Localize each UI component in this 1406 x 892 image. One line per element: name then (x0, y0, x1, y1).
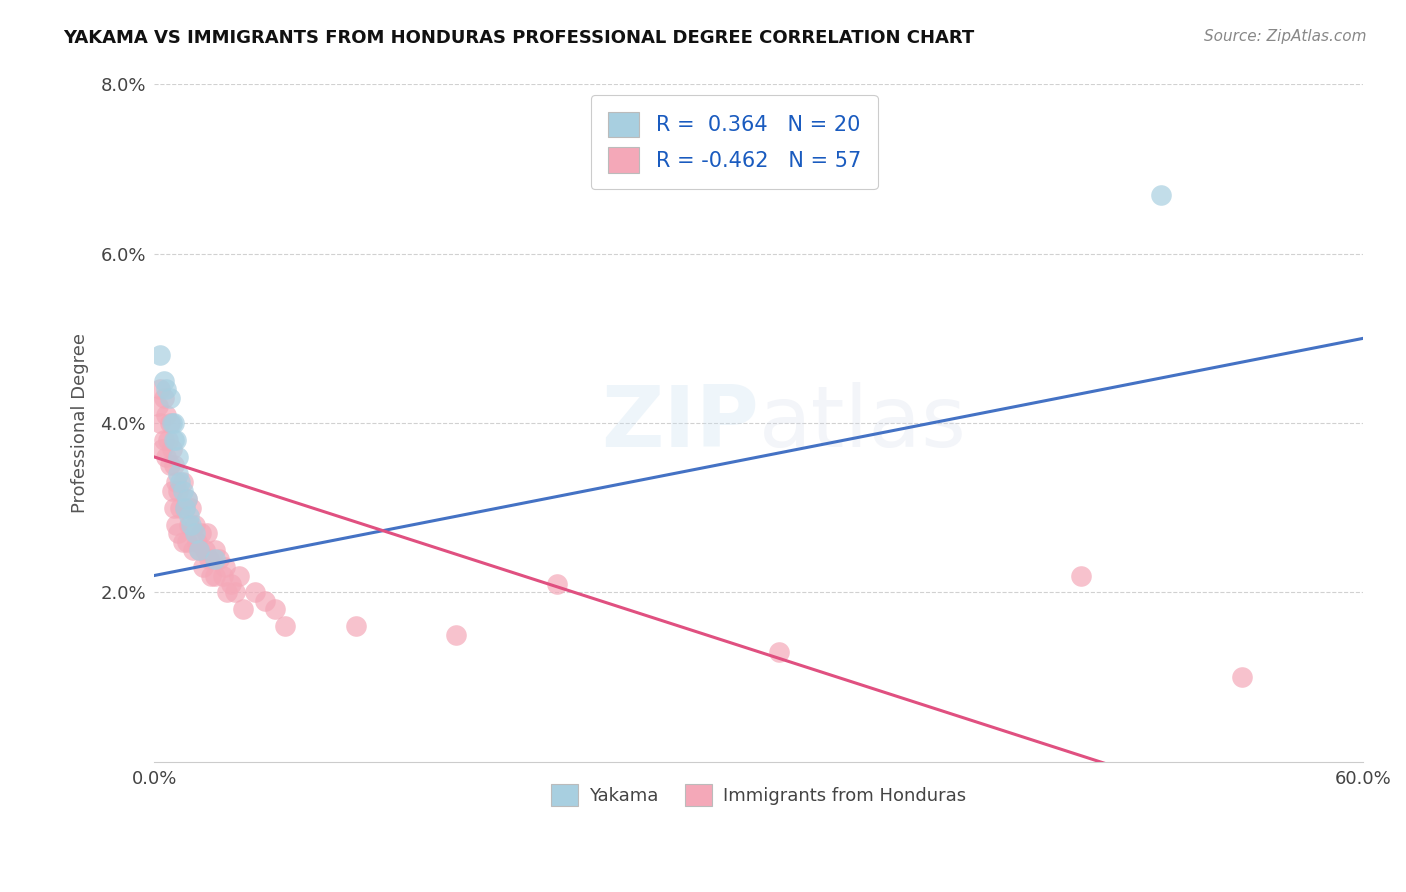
Point (344, 619, 367, 633)
Point (149, 348, 172, 362)
Point (214, 560, 236, 574)
Point (167, 483, 190, 498)
Point (1070, 568, 1092, 582)
Text: ZIP: ZIP (600, 382, 758, 465)
Point (162, 483, 184, 498)
Point (1150, 187, 1173, 202)
Point (181, 543, 204, 558)
Point (169, 500, 191, 515)
Point (155, 382, 177, 396)
Text: Source: ZipAtlas.com: Source: ZipAtlas.com (1204, 29, 1367, 44)
Point (180, 517, 202, 532)
Point (167, 526, 190, 541)
Point (176, 492, 198, 507)
Point (194, 543, 217, 558)
Point (172, 475, 194, 490)
Point (177, 517, 200, 532)
Point (163, 500, 186, 515)
Point (208, 551, 231, 566)
Point (153, 433, 176, 447)
Point (172, 483, 194, 498)
Point (163, 433, 186, 447)
Point (274, 619, 297, 633)
Point (200, 568, 222, 582)
Text: atlas: atlas (758, 382, 966, 465)
Point (224, 585, 246, 599)
Point (176, 492, 198, 507)
Point (195, 526, 218, 541)
Point (153, 391, 176, 405)
Point (159, 391, 181, 405)
Point (190, 526, 212, 541)
Point (173, 500, 195, 515)
Point (155, 408, 177, 422)
Point (166, 433, 188, 447)
Point (176, 534, 198, 549)
Point (162, 416, 184, 430)
Point (211, 568, 233, 582)
Point (177, 509, 200, 524)
Point (159, 416, 181, 430)
Point (180, 500, 202, 515)
Point (163, 416, 186, 430)
Legend: Yakama, Immigrants from Honduras: Yakama, Immigrants from Honduras (544, 777, 973, 814)
Point (169, 475, 191, 490)
Point (150, 442, 173, 456)
Point (254, 594, 277, 608)
Point (204, 551, 226, 566)
Y-axis label: Professional Degree: Professional Degree (72, 333, 89, 513)
Point (187, 543, 209, 558)
Point (166, 517, 188, 532)
Point (163, 458, 186, 473)
Point (148, 399, 170, 413)
Point (197, 551, 219, 566)
Point (187, 543, 209, 558)
Point (162, 442, 184, 456)
Point (159, 458, 181, 473)
Point (228, 568, 250, 582)
Point (768, 645, 790, 659)
Point (446, 628, 468, 642)
Point (167, 450, 190, 464)
Point (183, 526, 205, 541)
Point (186, 534, 208, 549)
Point (172, 534, 194, 549)
Point (149, 416, 172, 430)
Point (183, 517, 205, 532)
Point (232, 602, 254, 616)
Point (166, 475, 188, 490)
Text: YAKAMA VS IMMIGRANTS FROM HONDURAS PROFESSIONAL DEGREE CORRELATION CHART: YAKAMA VS IMMIGRANTS FROM HONDURAS PROFE… (63, 29, 974, 46)
Point (243, 585, 266, 599)
Point (219, 577, 242, 591)
Point (546, 577, 568, 591)
Point (215, 585, 238, 599)
Point (1230, 670, 1253, 684)
Point (191, 560, 214, 574)
Point (153, 374, 176, 388)
Point (167, 467, 190, 481)
Point (149, 382, 172, 396)
Point (264, 602, 287, 616)
Point (157, 433, 180, 447)
Point (173, 500, 195, 515)
Point (204, 543, 226, 558)
Point (155, 450, 177, 464)
Point (204, 568, 226, 582)
